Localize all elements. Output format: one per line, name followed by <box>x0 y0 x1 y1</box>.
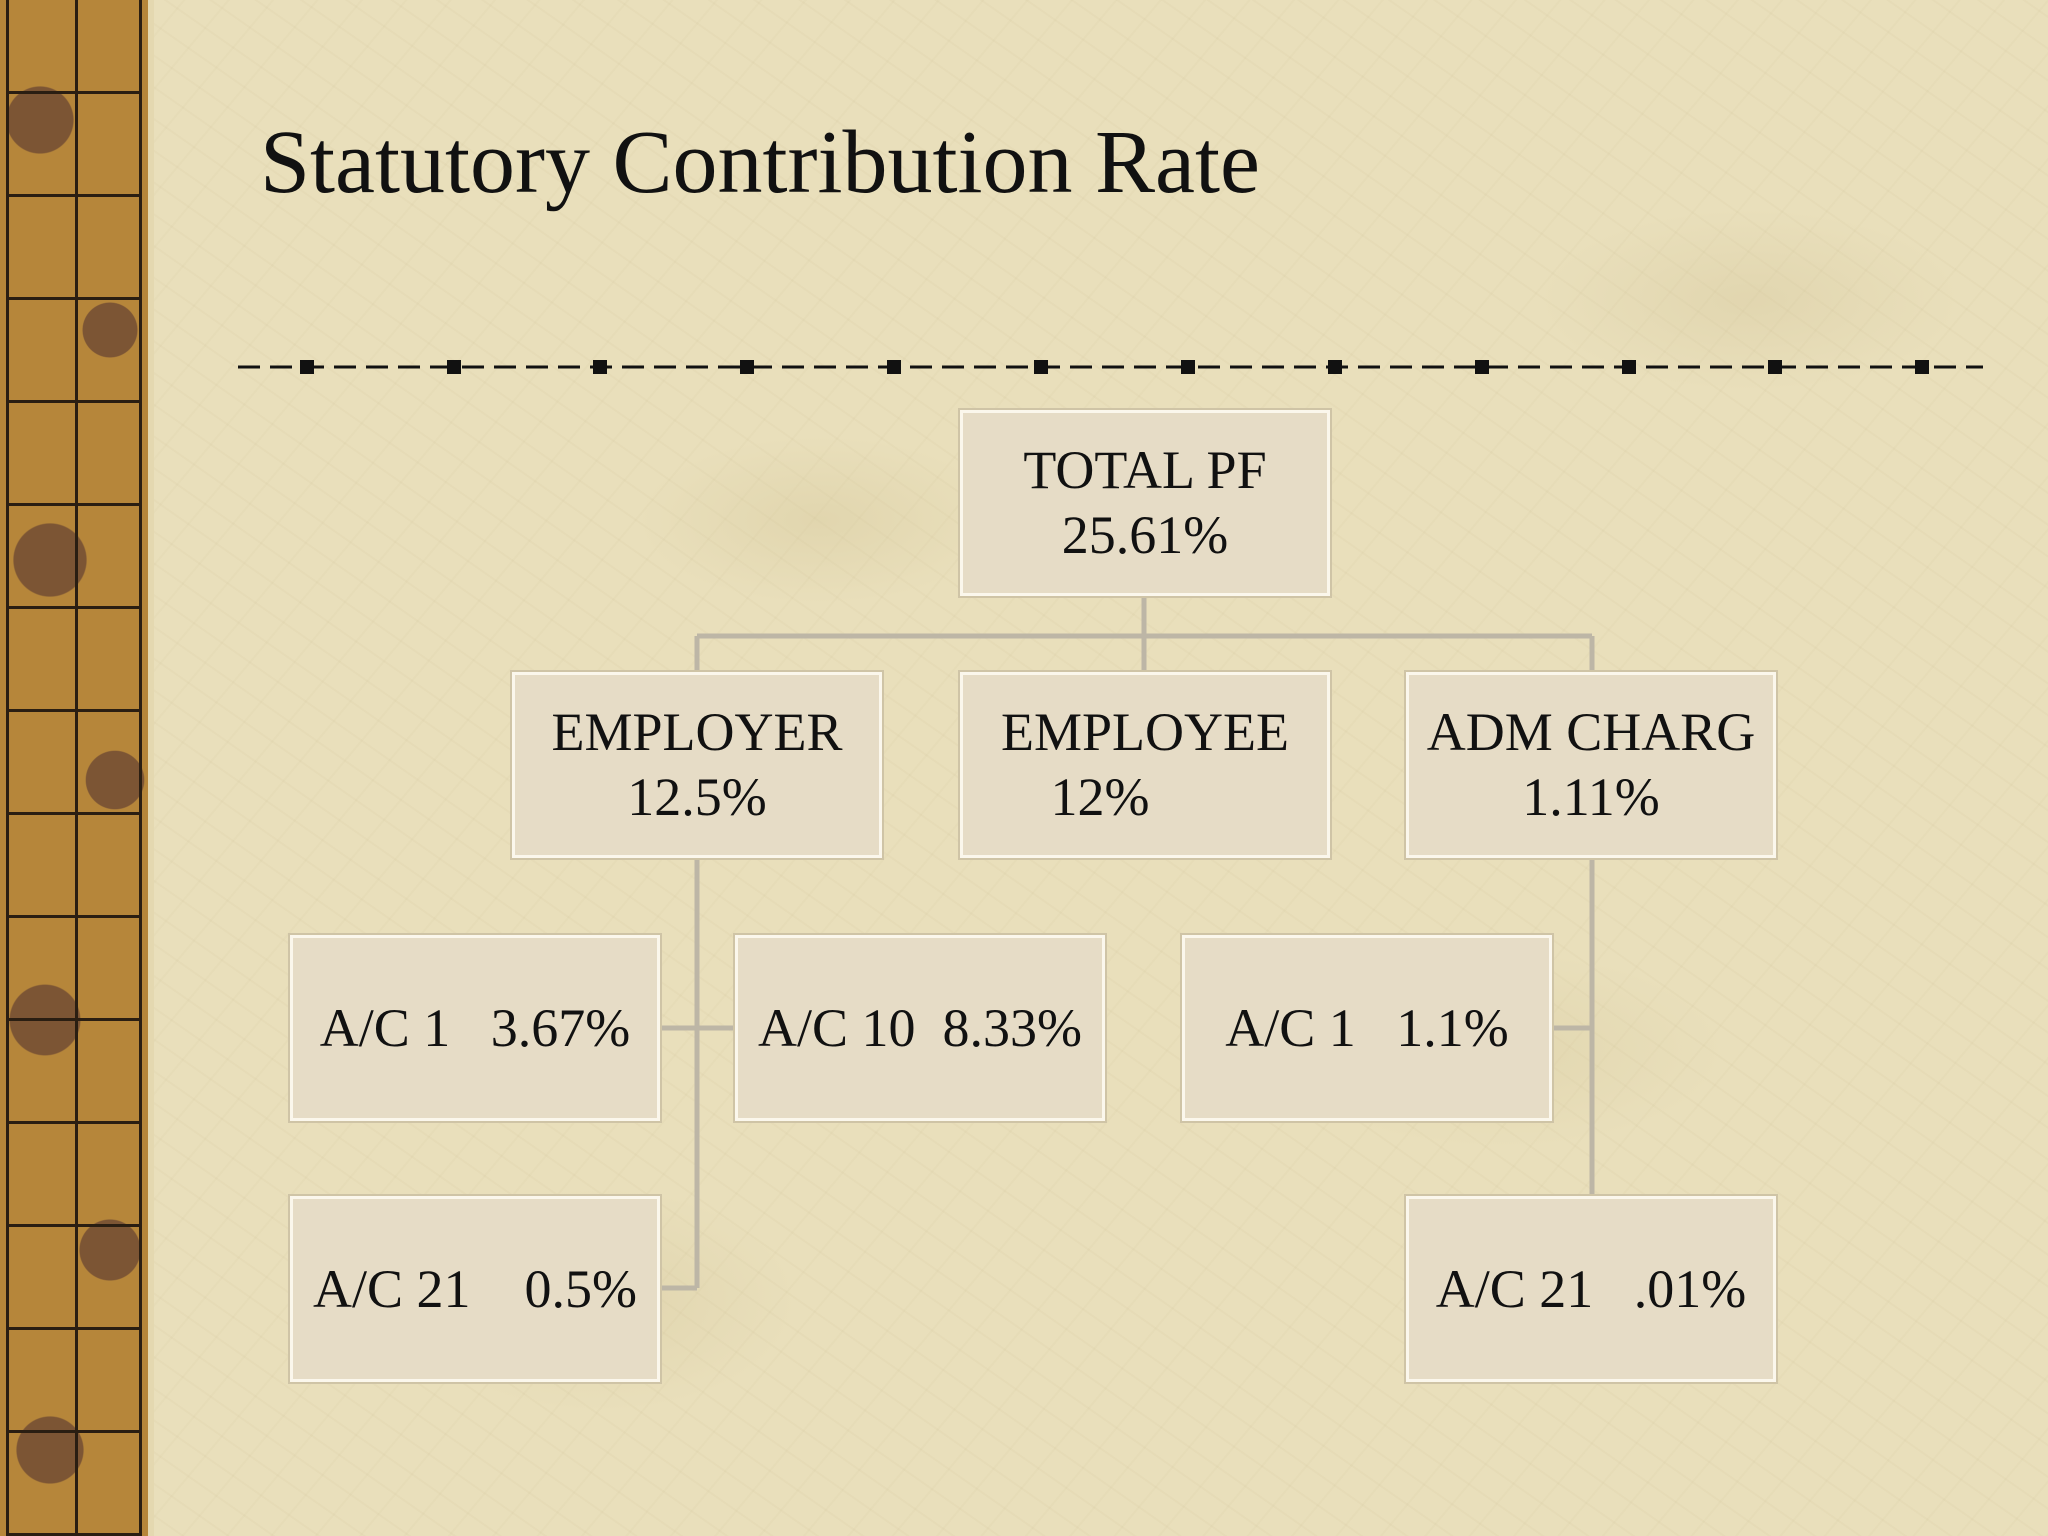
branch-node-employee: EMPLOYEE 12% <box>960 672 1330 858</box>
root-node-total-pf: TOTAL PF 25.61% <box>960 410 1330 596</box>
branch-node-value: 1.11% <box>1522 767 1660 827</box>
root-node-value: 25.61% <box>1061 505 1229 565</box>
leaf-node-adm-ac1: A/C 1 1.1% <box>1182 935 1552 1121</box>
leaf-node-adm-ac21: A/C 21 .01% <box>1406 1196 1776 1382</box>
border-edge <box>148 0 154 1536</box>
leaf-node-employer-ac21: A/C 21 0.5% <box>290 1196 660 1382</box>
branch-node-label: EMPLOYEE <box>1001 702 1289 763</box>
leaf-node-employer-ac1: A/C 1 3.67% <box>290 935 660 1121</box>
leaf-node-text: A/C 21 .01% <box>1435 1258 1747 1319</box>
leaf-node-text: A/C 1 1.1% <box>1225 997 1509 1058</box>
leaf-node-text: A/C 1 3.67% <box>319 997 631 1058</box>
decorative-border <box>0 0 152 1536</box>
branch-node-value: 12.5% <box>627 767 767 827</box>
branch-node-label: EMPLOYER <box>551 702 843 763</box>
leaf-node-employer-ac10: A/C 10 8.33% <box>735 935 1105 1121</box>
leaf-node-text: A/C 10 8.33% <box>758 997 1082 1058</box>
leaf-node-text: A/C 21 0.5% <box>313 1258 637 1319</box>
border-grid-pattern <box>6 0 142 1536</box>
slide-title: Statutory Contribution Rate <box>260 113 1260 212</box>
branch-node-label: ADM CHARG <box>1426 702 1756 763</box>
root-node-label: TOTAL PF <box>1023 440 1267 501</box>
branch-node-adm-charg: ADM CHARG 1.11% <box>1406 672 1776 858</box>
branch-node-employer: EMPLOYER 12.5% <box>512 672 882 858</box>
dashed-divider <box>238 360 1983 374</box>
branch-node-value: 12% <box>1050 767 1150 827</box>
